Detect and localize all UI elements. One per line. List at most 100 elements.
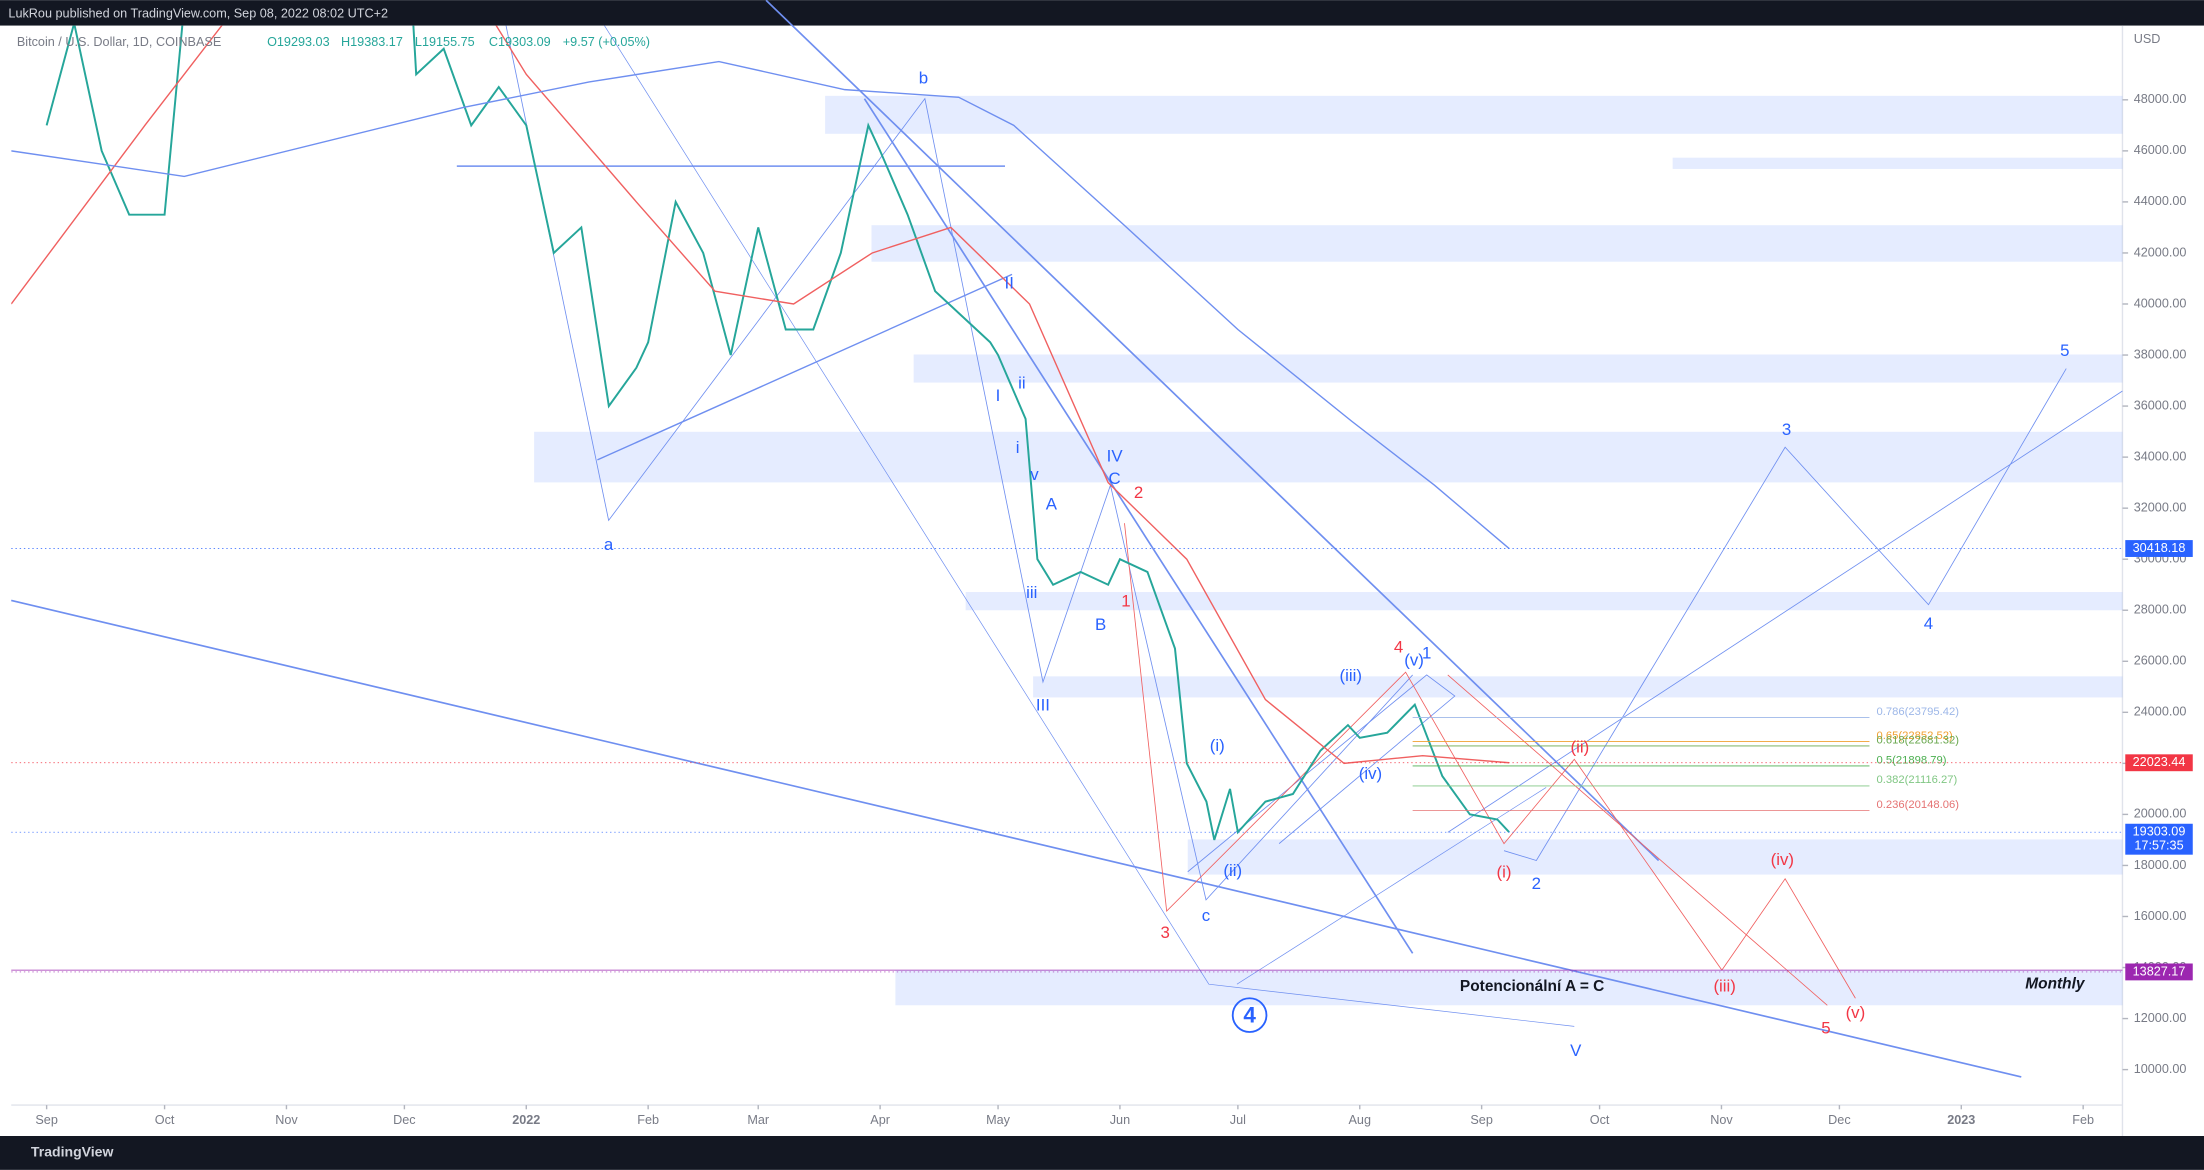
x-tick-label: Mar bbox=[747, 1113, 769, 1127]
ohlc-value: +9.57 (+0.05%) bbox=[563, 35, 650, 49]
annotation: 4 bbox=[1394, 638, 1403, 657]
series-line bbox=[11, 25, 1510, 765]
zone bbox=[1033, 676, 2123, 698]
y-tick-label: 32000.00 bbox=[2134, 501, 2187, 515]
price-tag-label: 22023.44 bbox=[2133, 755, 2186, 769]
wave bbox=[505, 25, 1413, 901]
zone bbox=[1672, 157, 2123, 169]
y-tick-label: 34000.00 bbox=[2134, 449, 2187, 463]
annotation: B bbox=[1095, 615, 1106, 634]
trendline bbox=[11, 599, 2022, 1078]
annotation: 3 bbox=[1161, 923, 1170, 942]
zone bbox=[534, 431, 2123, 483]
bottom-bar bbox=[0, 1136, 2204, 1170]
circle bbox=[1231, 997, 1268, 1033]
top-bar bbox=[0, 0, 2204, 26]
x-tick-label: Feb bbox=[2072, 1113, 2094, 1127]
y-tick-label: 24000.00 bbox=[2134, 705, 2187, 719]
x-tick-label: Sep bbox=[1470, 1113, 1492, 1127]
x-tick-label: Aug bbox=[1349, 1113, 1372, 1127]
annotation: 5 bbox=[1821, 1019, 1830, 1038]
annotation: 2 bbox=[1532, 874, 1541, 893]
price-tag bbox=[2125, 823, 2193, 855]
annotation: 5 bbox=[2060, 341, 2069, 360]
y-tick-label: 20000.00 bbox=[2134, 807, 2187, 821]
x-tick-label: Feb bbox=[637, 1113, 659, 1127]
annotation: I bbox=[996, 386, 1001, 405]
annotation: C bbox=[1109, 469, 1121, 488]
drawings bbox=[11, 0, 2123, 1078]
annotation: 1 bbox=[1422, 643, 1431, 662]
zones bbox=[534, 95, 2123, 1006]
annotation: v bbox=[1030, 465, 1039, 484]
ohlc-value: H19383.17 bbox=[341, 35, 403, 49]
annotation: (iii) bbox=[1340, 666, 1362, 685]
x-tick-label: 2023 bbox=[1947, 1113, 1975, 1127]
y-tick-label: 28000.00 bbox=[2134, 603, 2187, 617]
y-tick-label: 10000.00 bbox=[2134, 1062, 2187, 1076]
zone bbox=[895, 970, 2123, 1006]
annotation: V bbox=[1570, 1041, 1582, 1060]
annotation: II bbox=[1005, 274, 1014, 293]
annotation: iii bbox=[1026, 583, 1037, 602]
annotation: (v) bbox=[1404, 650, 1424, 669]
annotation: 1 bbox=[1121, 591, 1130, 610]
wave bbox=[1503, 368, 2067, 861]
trendline bbox=[597, 273, 1013, 461]
fib-label: 0.5(21898.79) bbox=[1876, 754, 1946, 766]
annotation: (i) bbox=[1210, 736, 1225, 755]
price-tag-label: 30418.18 bbox=[2133, 541, 2186, 555]
wave bbox=[604, 25, 1575, 1027]
price-tag-label: 19303.09 bbox=[2133, 825, 2186, 839]
ohlc-value: C19303.09 bbox=[489, 35, 551, 49]
annotation: (v) bbox=[1846, 1003, 1866, 1022]
y-tick-label: 44000.00 bbox=[2134, 194, 2187, 208]
y-tick-label: 36000.00 bbox=[2134, 398, 2187, 412]
overlay: 10000.0012000.0014000.0016000.0018000.00… bbox=[11, 32, 2193, 1127]
y-tick-label: 46000.00 bbox=[2134, 143, 2187, 157]
countdown: 17:57:35 bbox=[2134, 839, 2183, 853]
x-tick-label: Nov bbox=[275, 1113, 298, 1127]
fib-label: 0.786(23795.42) bbox=[1876, 706, 1959, 718]
plot bbox=[11, 25, 1510, 841]
x-tick-label: May bbox=[986, 1113, 1011, 1127]
fib-label: 0.618(22681.32) bbox=[1876, 734, 1959, 746]
annotation: (iii) bbox=[1713, 976, 1735, 995]
x-tick-label: 2022 bbox=[512, 1113, 540, 1127]
annotation: 3 bbox=[1782, 420, 1791, 439]
red-waves bbox=[1124, 523, 1856, 1006]
annotation: III bbox=[1036, 695, 1050, 714]
fib-label: 0.65(22852.52) bbox=[1876, 730, 1952, 742]
ohlc-value: O19293.03 bbox=[267, 35, 330, 49]
annotation: c bbox=[1202, 906, 1210, 925]
x-tick-label: Dec bbox=[1828, 1113, 1850, 1127]
price-tag bbox=[2125, 754, 2193, 772]
zone bbox=[913, 354, 2123, 383]
x-tick-label: Oct bbox=[1590, 1113, 1610, 1127]
fib-label: 0.382(21116.27) bbox=[1876, 774, 1957, 786]
trendline bbox=[1236, 787, 1547, 985]
y-tick-label: 16000.00 bbox=[2134, 909, 2187, 923]
annotation: (iv) bbox=[1359, 764, 1382, 783]
series-line bbox=[45, 25, 1510, 841]
annotation: a bbox=[604, 535, 614, 554]
annotation: (ii) bbox=[1571, 738, 1590, 757]
zone bbox=[871, 225, 2123, 262]
price-tag-label: 13827.17 bbox=[2133, 964, 2186, 978]
annotation: Monthly bbox=[2025, 975, 2086, 992]
trendline bbox=[863, 98, 1414, 954]
y-tick-label: 26000.00 bbox=[2134, 654, 2187, 668]
x-tick-label: Oct bbox=[155, 1113, 175, 1127]
x-tick-label: Dec bbox=[393, 1113, 415, 1127]
annotation: IV bbox=[1107, 447, 1124, 466]
x-tick-label: Sep bbox=[35, 1113, 58, 1127]
annotation: (i) bbox=[1497, 863, 1512, 882]
x-tick-label: Jul bbox=[1230, 1113, 1246, 1127]
y-tick-label: 48000.00 bbox=[2134, 92, 2187, 106]
ohlc-value: L19155.75 bbox=[415, 35, 475, 49]
y-tick-label: 18000.00 bbox=[2134, 858, 2187, 872]
series-line bbox=[11, 60, 1510, 550]
